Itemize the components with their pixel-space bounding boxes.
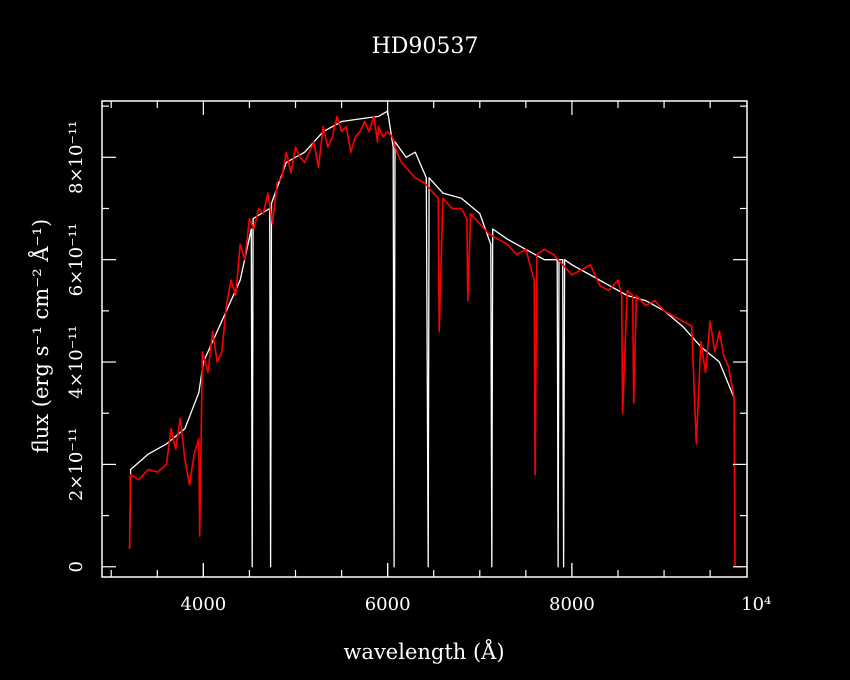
x-tick-label: 8000	[549, 594, 595, 615]
y-tick-label: 6×10⁻¹¹	[66, 223, 87, 296]
y-tick-label: 2×10⁻¹¹	[66, 428, 87, 501]
y-tick-label: 0	[66, 561, 87, 572]
series-line-0	[128, 110, 735, 568]
x-tick-label: 10⁴	[741, 594, 771, 615]
plot-frame	[101, 100, 748, 578]
x-tick-label: 4000	[180, 594, 226, 615]
tick-layer: 4000 6000 8000 10⁴ 0 2×10⁻¹¹ 4×10⁻¹¹ 6×10⁻¹¹ 8×1…	[66, 101, 771, 615]
x-tick-label: 6000	[365, 594, 411, 615]
y-tick-label: 4×10⁻¹¹	[66, 325, 87, 398]
series-layer	[128, 110, 743, 568]
y-tick-label: 8×10⁻¹¹	[66, 121, 87, 194]
y-axis-label: flux (erg s⁻¹ cm⁻² Å⁻¹)	[28, 219, 53, 454]
chart-title: HD90537	[372, 34, 479, 59]
series-line-1	[128, 115, 743, 568]
x-axis-label: wavelength (Å)	[343, 639, 504, 664]
